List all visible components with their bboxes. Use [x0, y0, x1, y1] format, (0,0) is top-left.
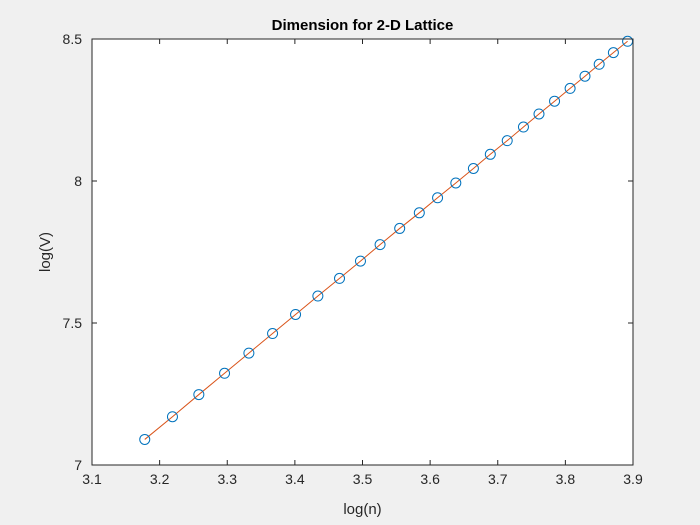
axes: 3.1 3.2 3.3 3.4 3.5 3.6 3.7 3.8 3.9 7 7.5 8 8.5: [63, 31, 643, 487]
data-point-marker: [484, 148, 496, 160]
x-tick-label: 3.6: [420, 471, 440, 487]
x-tick-label: 3.3: [218, 471, 238, 487]
y-tick-label: 8: [74, 173, 82, 189]
x-tick-label: 3.1: [82, 471, 102, 487]
y-tick-label: 8.5: [63, 31, 83, 47]
data-point-marker: [219, 367, 231, 379]
data-point-marker: [334, 272, 346, 284]
data-point-marker: [290, 308, 302, 320]
data-point-marker: [312, 290, 324, 302]
plot-area: [92, 39, 633, 465]
y-tick-label: 7: [74, 457, 82, 473]
data-point-marker: [166, 411, 178, 423]
x-tick-label: 3.9: [623, 471, 643, 487]
data-point-marker: [394, 222, 406, 234]
data-point-marker: [501, 135, 513, 147]
data-point-marker: [413, 207, 425, 219]
data-point-marker: [564, 82, 576, 94]
x-tick-label: 3.4: [285, 471, 305, 487]
data-point-marker: [374, 239, 386, 251]
x-axis-label: log(n): [343, 501, 381, 518]
chart-title: Dimension for 2-D Lattice: [272, 17, 454, 34]
x-tick-label: 3.2: [150, 471, 170, 487]
data-point-marker: [354, 255, 366, 267]
data-point-marker: [607, 47, 619, 59]
data-point-marker: [549, 95, 561, 107]
data-point-marker: [517, 121, 529, 133]
data-point-marker: [432, 192, 444, 204]
data-point-marker: [467, 163, 479, 174]
series: [139, 35, 634, 445]
data-point-marker: [139, 433, 151, 445]
data-point-marker: [243, 347, 255, 359]
x-tick-label: 3.8: [556, 471, 576, 487]
data-point-marker: [593, 58, 605, 70]
plot-frame: [91, 38, 634, 466]
data-point-marker: [450, 177, 462, 189]
data-point-marker: [267, 328, 279, 340]
x-tick-label: 3.5: [353, 471, 373, 487]
data-point-marker: [533, 108, 545, 120]
data-point-marker: [193, 389, 205, 401]
x-tick-label: 3.7: [488, 471, 508, 487]
y-axis-label: log(V): [37, 232, 54, 272]
y-tick-label: 7.5: [63, 315, 83, 331]
data-point-marker: [579, 70, 591, 82]
